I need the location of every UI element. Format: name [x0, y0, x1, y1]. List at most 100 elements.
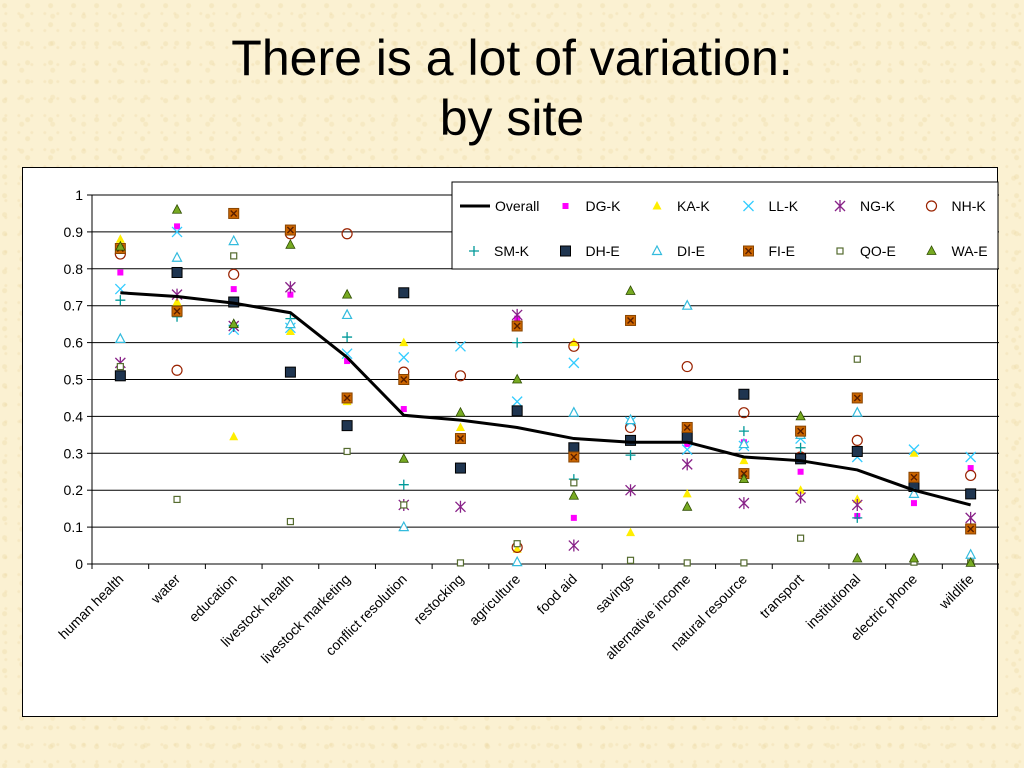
- point-FI-E: [795, 425, 807, 437]
- x-tick-label: savings: [592, 571, 637, 616]
- legend-swatch: [743, 245, 754, 257]
- point-NG-K: [965, 511, 977, 524]
- point-NG-K: [738, 497, 750, 510]
- point-FI-E: [908, 471, 920, 483]
- x-tick-label: food aid: [533, 571, 580, 618]
- point-KA-K: [455, 422, 465, 431]
- point-NH-K: [681, 360, 693, 373]
- legend-swatch: [926, 245, 937, 255]
- point-DH-E: [795, 453, 807, 465]
- point-DG-K: [967, 465, 974, 472]
- series-LL-K: [114, 226, 977, 463]
- legend-label: DH-E: [586, 243, 620, 259]
- point-QO-E: [570, 479, 578, 487]
- point-NH-K: [228, 268, 240, 280]
- legend-label: SM-K: [494, 243, 530, 259]
- point-QO-E: [173, 495, 181, 504]
- point-FI-E: [228, 207, 240, 219]
- y-tick-label: 0.7: [64, 298, 84, 314]
- legend-label: LL-K: [769, 198, 799, 214]
- point-KA-K: [682, 488, 692, 498]
- point-DG-K: [400, 406, 407, 413]
- point-FI-E-cross: [683, 423, 691, 431]
- point-WA-E: [511, 373, 523, 384]
- point-FI-E: [341, 392, 353, 404]
- point-FI-E: [681, 421, 693, 433]
- legend-label: NH-K: [952, 198, 987, 214]
- point-SM-K: [625, 450, 636, 461]
- point-DI-E: [341, 308, 353, 320]
- point-WA-E: [965, 557, 976, 567]
- y-tick-label: 0.9: [64, 224, 84, 240]
- point-LL-K: [455, 340, 466, 352]
- legend-swatch: [651, 244, 663, 256]
- legend-swatch-cross: [745, 247, 752, 255]
- point-NH-K: [568, 340, 580, 352]
- point-FI-E: [851, 392, 863, 404]
- point-FI-E: [284, 224, 296, 236]
- x-tick-label: transport: [756, 571, 806, 621]
- point-DH-E: [568, 442, 580, 454]
- point-LL-K: [568, 357, 580, 369]
- y-tick-label: 0.5: [64, 372, 84, 388]
- point-KA-K: [739, 455, 749, 465]
- point-FI-E-cross: [910, 473, 918, 481]
- point-DH-E: [114, 370, 126, 382]
- point-DH-E: [851, 445, 863, 457]
- legend-label: DI-E: [677, 243, 705, 259]
- point-DH-E: [681, 431, 693, 443]
- point-FI-E: [171, 305, 183, 317]
- point-DH-E: [341, 420, 353, 432]
- point-KA-K: [115, 234, 125, 243]
- legend-item: DG-K: [562, 198, 622, 214]
- legend-label: NG-K: [860, 198, 896, 214]
- point-NG-K: [681, 458, 693, 471]
- series-QO-E: [116, 252, 975, 567]
- y-tick-label: 0.6: [64, 335, 84, 351]
- legend-label: DG-K: [586, 198, 622, 214]
- point-DG-K: [174, 223, 181, 230]
- legend-swatch: [743, 200, 754, 212]
- point-FI-E-cross: [230, 209, 238, 217]
- point-WA-E: [738, 473, 750, 484]
- point-KA-K: [399, 337, 409, 347]
- legend-item: NG-K: [834, 198, 896, 214]
- legend-item: QO-E: [836, 243, 896, 259]
- point-FI-E-cross: [456, 435, 464, 443]
- legend-label: WA-E: [952, 243, 988, 259]
- point-WA-E: [115, 240, 126, 251]
- point-DG-K: [910, 500, 917, 507]
- point-QO-E: [343, 447, 351, 456]
- legend-swatch: [834, 200, 846, 212]
- point-NG-K: [171, 288, 183, 301]
- point-NH-K: [341, 228, 353, 240]
- x-tick-label: water: [147, 571, 183, 607]
- point-SM-K: [795, 442, 806, 453]
- y-tick-label: 1: [75, 187, 83, 203]
- legend-label: Overall: [495, 198, 539, 214]
- point-NH-K: [965, 469, 977, 482]
- series-KA-K: [115, 234, 976, 553]
- x-tick-label: restocking: [410, 571, 466, 627]
- y-tick-label: 0.3: [64, 445, 84, 461]
- point-FI-E-cross: [343, 394, 351, 402]
- point-QO-E: [796, 534, 805, 542]
- x-tick-label: wildlife: [935, 571, 977, 613]
- point-FI-E-cross: [627, 316, 635, 324]
- point-KA-K: [172, 297, 182, 306]
- point-DG-K: [684, 441, 691, 448]
- legend-swatch: [925, 200, 938, 212]
- point-LL-K: [965, 451, 977, 463]
- point-KA-K: [285, 326, 295, 336]
- y-tick-label: 0.4: [64, 408, 84, 424]
- point-DI-E: [114, 332, 126, 344]
- point-LL-K: [341, 348, 353, 360]
- point-KA-K: [796, 485, 806, 494]
- point-NH-K: [738, 407, 750, 419]
- x-tick-label: education: [186, 571, 240, 625]
- point-SM-K: [738, 426, 749, 437]
- chart-area: 0 0.1 0.2 0.3 0.4 0.5 0.6 0.7 0.8 0.9 1 human healt…: [22, 167, 999, 717]
- point-DI-E: [851, 406, 863, 417]
- point-DH-E: [625, 434, 637, 446]
- point-WA-E: [398, 452, 409, 463]
